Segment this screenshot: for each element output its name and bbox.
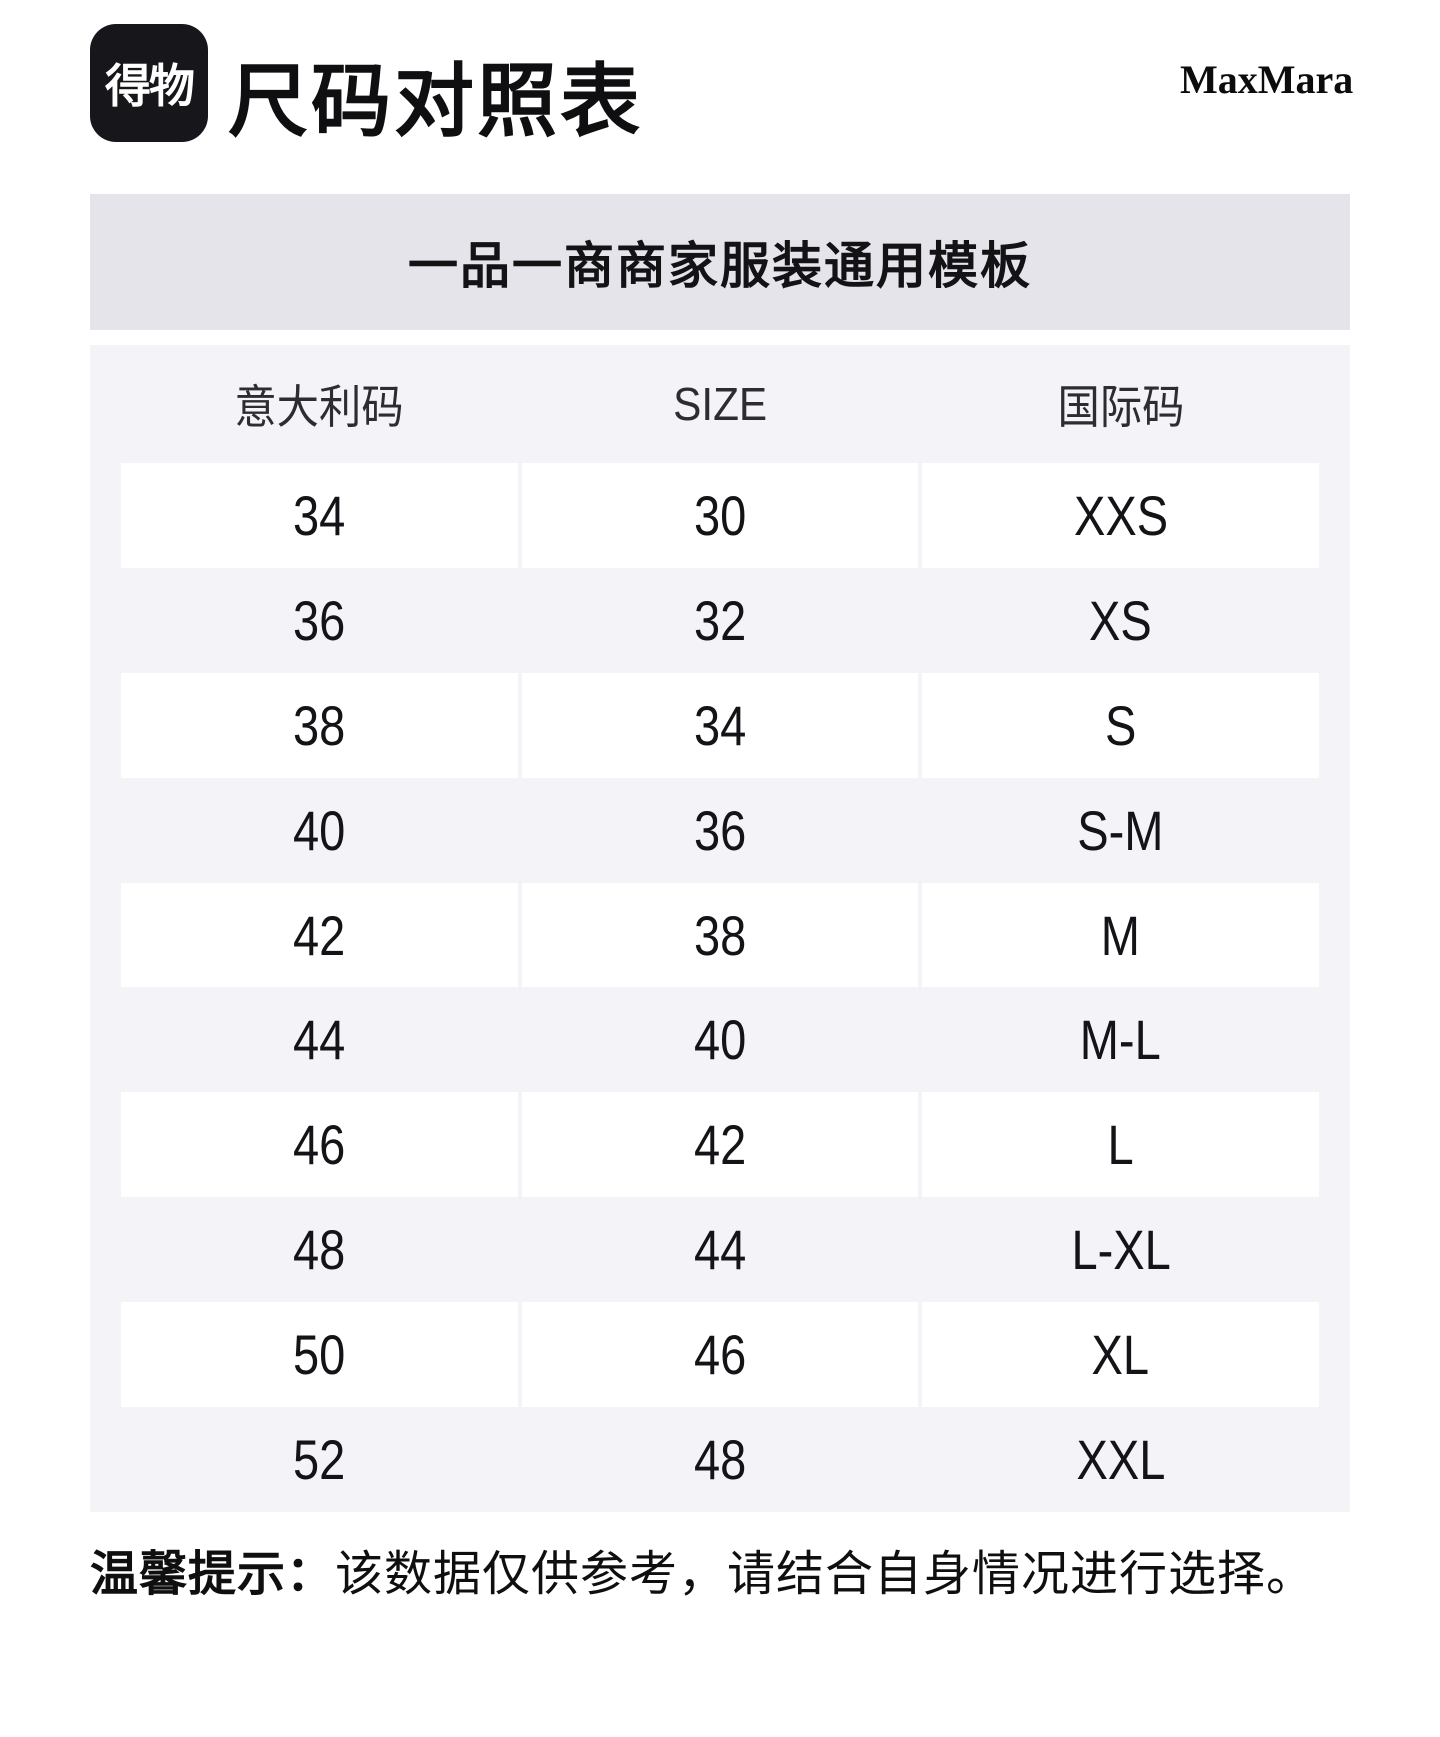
table-cell-value: 42 [693,1113,747,1177]
table-row: 48 44 L-XL [90,1197,1350,1302]
header-cell-label: 意大利码 [234,381,404,433]
header-cell-label: SIZE [672,378,768,430]
table-cell-value: XL [1091,1323,1150,1387]
header-cell-size: SIZE [522,345,919,463]
table-cell-value: 40 [293,798,346,862]
table-cell-value: 48 [293,1218,346,1282]
table-cell-value: 36 [293,588,346,652]
table-cell-value: 34 [293,483,346,547]
table-cell: M-L [922,987,1319,1092]
page-title: 尺码对照表 [228,57,643,146]
table-row: 50 46 XL [90,1302,1350,1408]
table-row: 52 48 XXL [90,1407,1350,1512]
table-cell-value: 42 [293,903,346,967]
size-table: 意大利码 SIZE 国际码 34 30 XXS 36 32 XS 38 34 S 40 36 S-M 4… [90,345,1350,1512]
table-cell-value: 44 [293,1008,346,1072]
footer-note-label: 温馨提示： [90,1548,336,1601]
table-cell-value: 38 [693,903,747,967]
table-row: 46 42 L [90,1092,1350,1198]
table-cell: XXL [922,1407,1319,1512]
table-cell-value: L-XL [1070,1218,1171,1282]
table-cell-value: 40 [693,1008,747,1072]
table-cell-value: XXS [1073,483,1168,547]
table-row: 40 36 S-M [90,778,1350,883]
table-cell-value: 52 [293,1427,346,1491]
table-cell: 40 [522,987,919,1092]
table-header-row: 意大利码 SIZE 国际码 [90,345,1350,463]
footer-note: 温馨提示：该数据仅供参考，请结合自身情况进行选择。 [90,1534,1390,1604]
table-cell: XXS [922,463,1319,568]
table-cell: S [922,672,1319,778]
table-cell-value: 48 [693,1427,747,1491]
table-cell: 42 [521,1092,919,1198]
table-cell-value: 46 [293,1113,346,1177]
table-cell: 38 [521,882,919,988]
table-cell: 44 [121,987,518,1092]
table-cell-value: S-M [1077,798,1164,862]
table-cell: 50 [121,1302,518,1408]
table-cell-value: M-L [1080,1008,1162,1072]
table-cell: 36 [522,778,919,883]
table-cell: L-XL [922,1197,1319,1302]
table-cell: 32 [522,568,919,673]
table-cell: 44 [522,1197,919,1302]
table-cell-value: S [1104,693,1137,757]
table-row: 36 32 XS [90,568,1350,673]
table-cell: L [922,1092,1319,1198]
table-cell-value: XXL [1076,1427,1166,1491]
table-cell: 34 [521,672,919,778]
template-banner: 一品一商商家服装通用模板 [90,194,1350,330]
table-cell-value: 30 [693,483,747,547]
table-cell: S-M [922,778,1319,883]
table-cell-value: 38 [293,693,346,757]
table-cell: XS [922,568,1319,673]
table-cell: 40 [121,778,518,883]
table-row: 34 30 XXS [90,463,1350,568]
table-cell: 42 [121,882,518,988]
footer-note-text: 该数据仅供参考，请结合自身情况进行选择。 [335,1548,1316,1601]
brand-logo-maxmara: MaxMara [1180,57,1354,102]
table-cell-value: 34 [693,693,747,757]
dewu-logo-text: 得物 [105,60,195,112]
dewu-logo: 得物 [90,24,208,142]
table-cell-value: 50 [293,1323,346,1387]
table-cell: 38 [121,672,518,778]
table-cell: 52 [121,1407,518,1512]
table-cell: XL [922,1302,1319,1408]
table-row: 44 40 M-L [90,987,1350,1092]
table-cell-value: 32 [693,588,747,652]
table-cell: 48 [121,1197,518,1302]
table-cell: 48 [522,1407,919,1512]
table-cell: 30 [521,463,919,568]
table-cell-value: 44 [693,1218,747,1282]
table-cell: M [922,882,1319,988]
table-cell: 46 [121,1092,518,1198]
table-cell: 34 [121,463,518,568]
table-cell-value: L [1107,1113,1134,1177]
table-cell-value: 46 [693,1323,747,1387]
template-banner-title: 一品一商商家服装通用模板 [408,238,1032,294]
table-row: 42 38 M [90,882,1350,988]
header-cell-italian-size: 意大利码 [121,345,518,463]
header-cell-label: 国际码 [1057,381,1185,433]
table-cell-value: XS [1089,588,1153,652]
table-cell: 46 [521,1302,919,1408]
table-cell: 36 [121,568,518,673]
table-row: 38 34 S [90,672,1350,778]
table-cell-value: M [1101,903,1141,967]
table-body: 34 30 XXS 36 32 XS 38 34 S 40 36 S-M 42 38 M 44 40 M-L 46 4… [90,463,1350,1512]
header-cell-international-size: 国际码 [922,345,1319,463]
table-cell-value: 36 [693,798,747,862]
